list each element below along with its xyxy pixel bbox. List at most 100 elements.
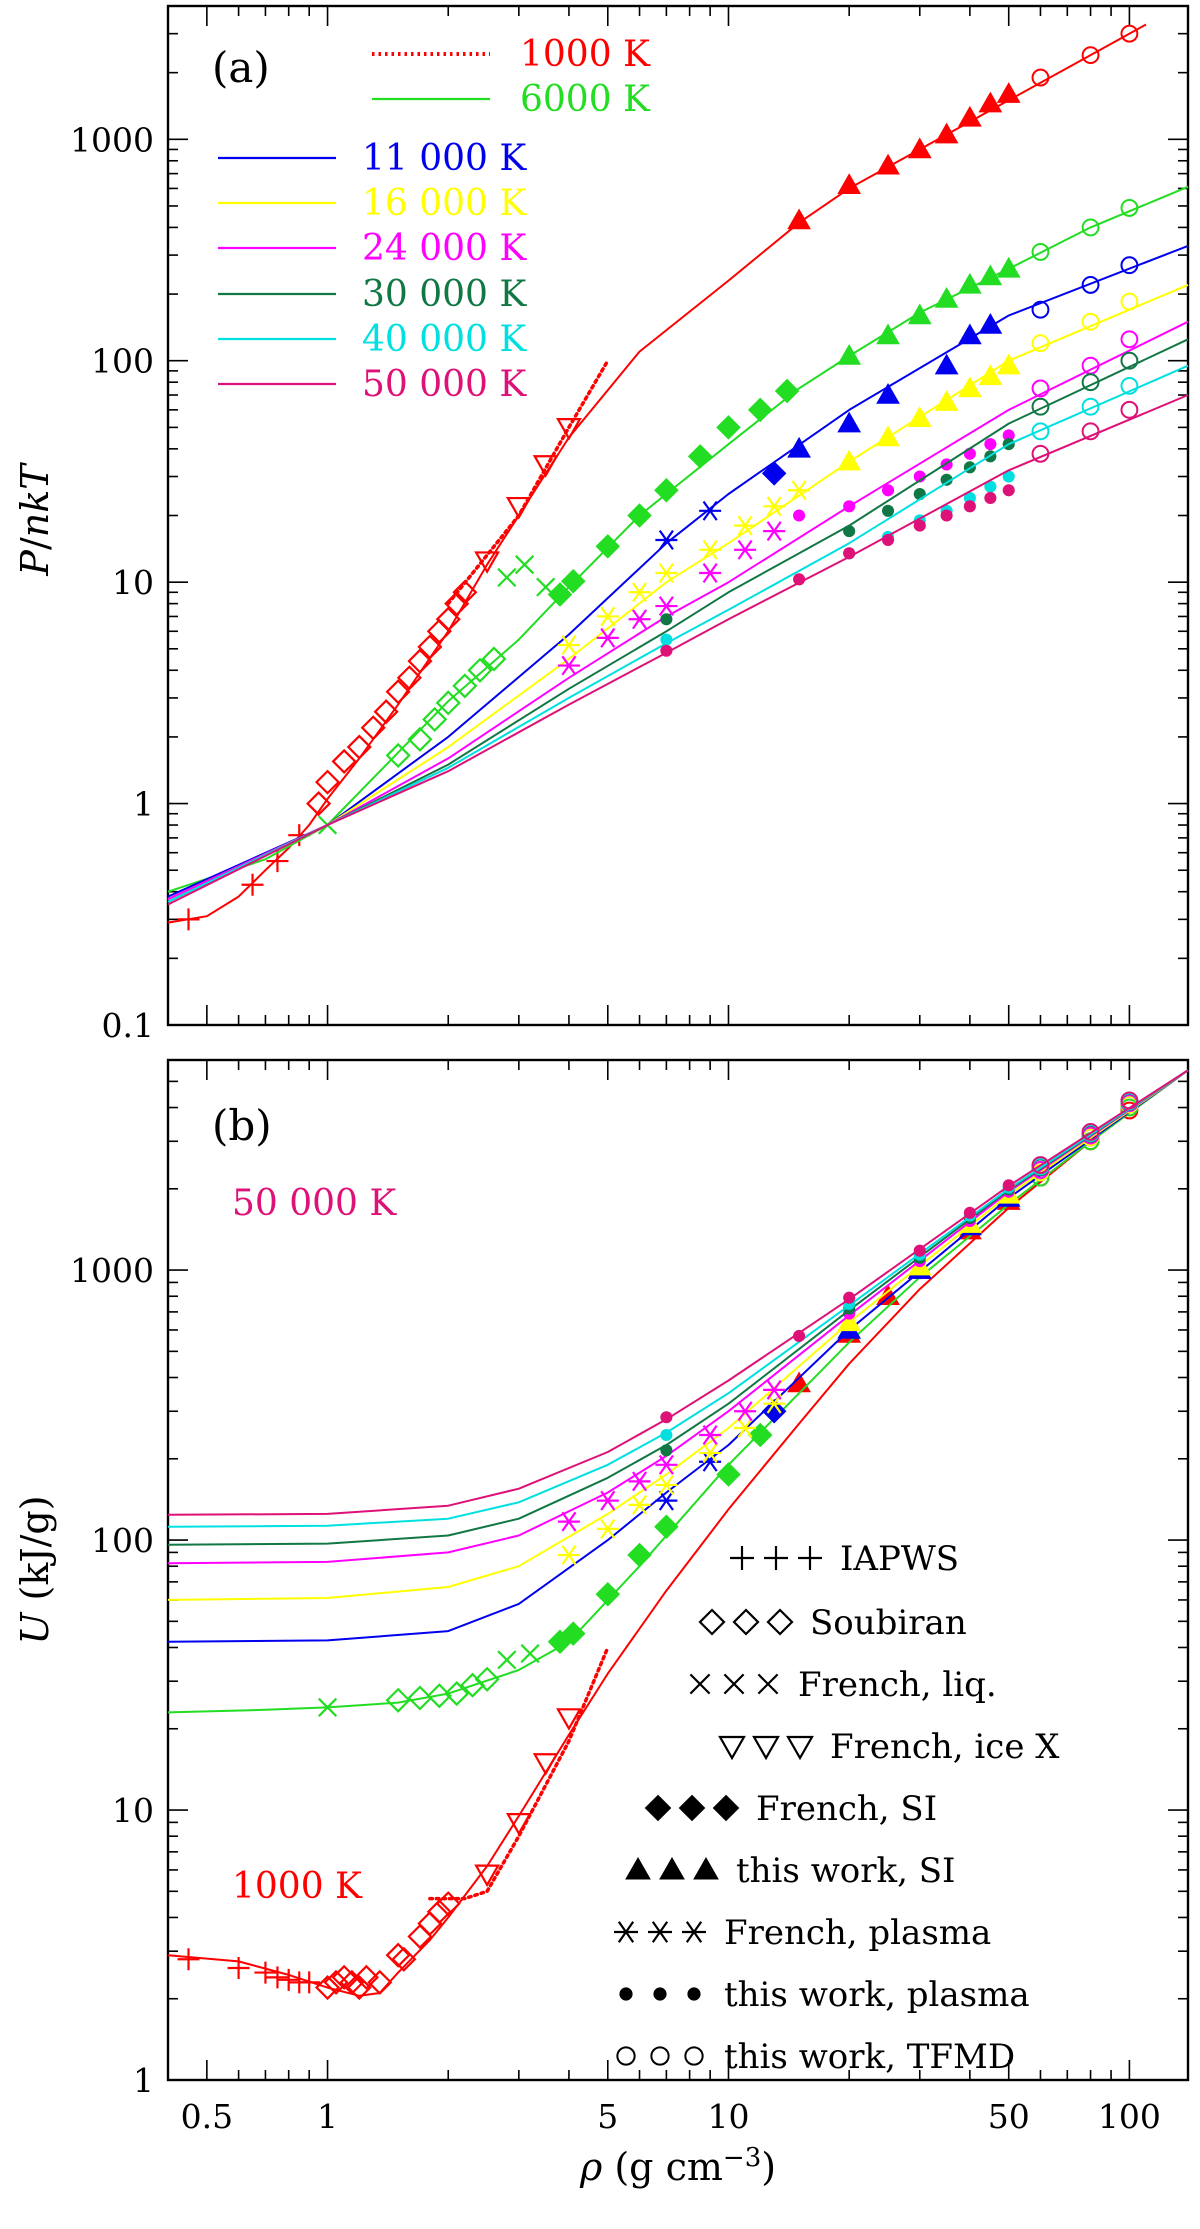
triangle_filled-marker [958,376,982,398]
star_asterisk-marker [763,521,786,542]
star_asterisk-marker [655,563,678,583]
circle_open-marker [650,2046,670,2066]
triangle_filled-marker [958,105,982,127]
x-tick-label: 100 [1098,2097,1161,2136]
legend-item-french-liq: French, liq. [689,1665,997,1705]
panel-a-series-16-000-k [167,283,1189,901]
star_asterisk-marker [557,1511,580,1532]
x-axis-label-var: ρ [579,2145,603,2189]
diamond_open-marker [331,1964,357,1990]
dot-marker [660,633,673,646]
dot-marker [660,1411,673,1424]
diamond_open-marker [467,657,493,683]
diamond_filled-marker [687,444,713,469]
triangle_filled-marker [876,323,900,345]
series-line-50-000-k [167,394,1189,906]
circle_open-marker [1031,444,1050,463]
diamond_open-marker [314,769,341,795]
circle_open-marker [1031,379,1050,398]
plus-marker [730,1546,754,1570]
series-line-50-000-k [167,1069,1189,1516]
legend-label-triangle-down: French, ice X [830,1727,1060,1767]
circle_open-marker [1120,198,1139,217]
dot-marker [963,500,976,513]
legend-label: 40 000 K [362,319,527,360]
diamond_open-marker [766,1608,794,1636]
legend-item-french-ice-x: French, ice X [718,1727,1060,1767]
dot-marker [793,509,806,522]
cross-marker [514,555,535,575]
legend-label-cross: French, liq. [798,1665,997,1705]
triangle_down_open-marker [556,418,582,441]
series-line-40-000-k [167,364,1189,903]
star_asterisk-marker [763,1379,786,1400]
triangle_filled-marker [876,153,900,175]
diamond_open-marker [407,726,433,752]
panel-b-series-24-000-k [167,1069,1189,1565]
diamond_open-marker [331,748,357,774]
panel-a-series-6000-k [167,185,1189,893]
y-tick-label: 100 [91,1521,154,1560]
series-dotted-line-1000-k [428,1645,610,1901]
triangle_filled-marker [837,344,862,365]
triangle_filled-marker [934,287,959,308]
triangle_filled-marker [659,1856,685,1880]
diamond_open-marker [444,1681,470,1707]
legend-label-triangle-filled: this work, SI [736,1851,955,1891]
diamond_filled-marker [560,1621,586,1646]
diamond_open-marker [346,734,372,760]
circle_open-marker [1031,300,1050,319]
star_asterisk-marker [596,627,619,648]
star_asterisk-marker [655,1474,678,1495]
y-axis-label-a: P/nkT [13,462,57,577]
dot-marker [619,1987,633,2001]
circle_open-marker [1031,397,1050,416]
diamond_open-marker [339,1969,365,1995]
series-line-16-000-k [167,283,1189,901]
dot-marker [843,500,856,513]
circle_open-marker [1081,1122,1100,1141]
legend-item-30-000-k: 30 000 K [218,274,527,315]
diamond_open-marker [417,634,443,660]
legend-label: 1000 K [520,34,651,75]
circle_open-marker [1120,256,1139,275]
triangle_filled-marker [907,406,932,427]
panel-a-series-1000-k [167,23,1147,931]
legend-item-french-si: French, SI [644,1789,937,1829]
diamond_open-marker [422,706,448,732]
triangle_filled-marker [934,122,959,144]
panel-b-series-11-000-k [167,1069,1189,1643]
legend-item-iapws: IAPWS [730,1539,959,1579]
series-line-16-000-k [167,1069,1189,1601]
annotation-50-000-k: 50 000 K [232,1183,397,1224]
legend-item-6000-k: 6000 K [372,79,651,120]
diamond_open-marker [435,690,461,716]
y-tick-label: 1000 [70,1251,154,1290]
dot-marker [653,1987,667,2001]
dot-marker [881,504,895,517]
circle_open-marker [1081,373,1100,392]
y-tick-label: 100 [91,342,154,381]
triangle_filled-marker [978,264,1003,286]
triangle_filled-marker [837,449,862,471]
dot-marker [843,525,856,538]
triangle_down_open-marker [752,1735,780,1761]
legend-label-plus: IAPWS [840,1539,959,1579]
triangle_down_open-marker [556,1708,582,1731]
diamond_filled-marker [644,1794,672,1822]
triangle_down_open-marker [532,455,559,478]
triangle_filled-marker [978,364,1003,386]
cross-marker [317,1697,338,1717]
annotation-1000-k: 1000 K [232,1866,363,1907]
legend-label-circle: this work, TFMD [724,2037,1015,2077]
star_asterisk-marker [699,1425,722,1445]
panel-a-series-11-000-k [167,244,1189,898]
circle_open-marker [1120,376,1139,395]
legend-label: 6000 K [520,79,651,120]
diamond_open-marker [306,791,332,817]
legend-label: 50 000 K [362,364,527,405]
star_asterisk-marker [614,1921,638,1943]
dot-marker [984,480,997,493]
circle_open-marker [616,2046,636,2066]
star_asterisk-marker [734,1401,757,1422]
